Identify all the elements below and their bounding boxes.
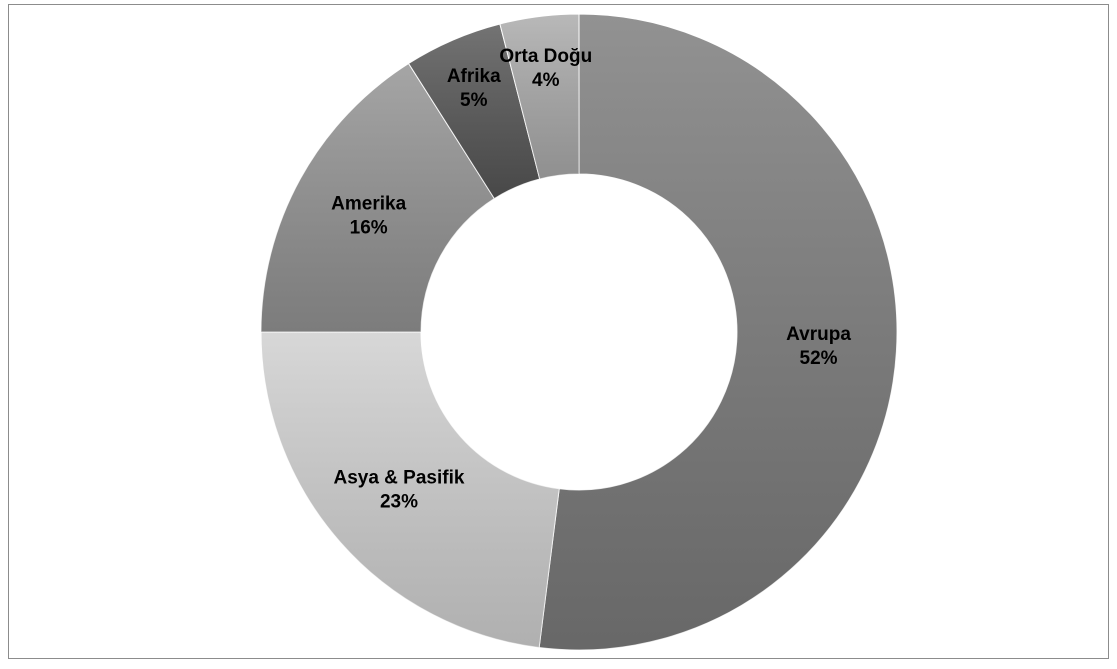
slice-shade [539, 14, 898, 650]
slice-shade [408, 23, 540, 199]
slice-shade [261, 63, 495, 332]
slice-value: 4% [532, 70, 560, 91]
slice-label: Avrupa [786, 324, 851, 345]
slice-shade [261, 332, 560, 648]
slice-label: Asya & Pasifik [333, 468, 464, 489]
slice-value: 16% [350, 217, 388, 238]
slice-value: 52% [800, 348, 838, 369]
slice-shade [499, 14, 579, 179]
slice-label: Afrika [447, 66, 501, 87]
slice-value: 5% [460, 90, 488, 111]
slice-value: 23% [380, 492, 418, 513]
slice-label: Amerika [331, 193, 406, 214]
slice-label: Orta Doğu [499, 46, 592, 67]
